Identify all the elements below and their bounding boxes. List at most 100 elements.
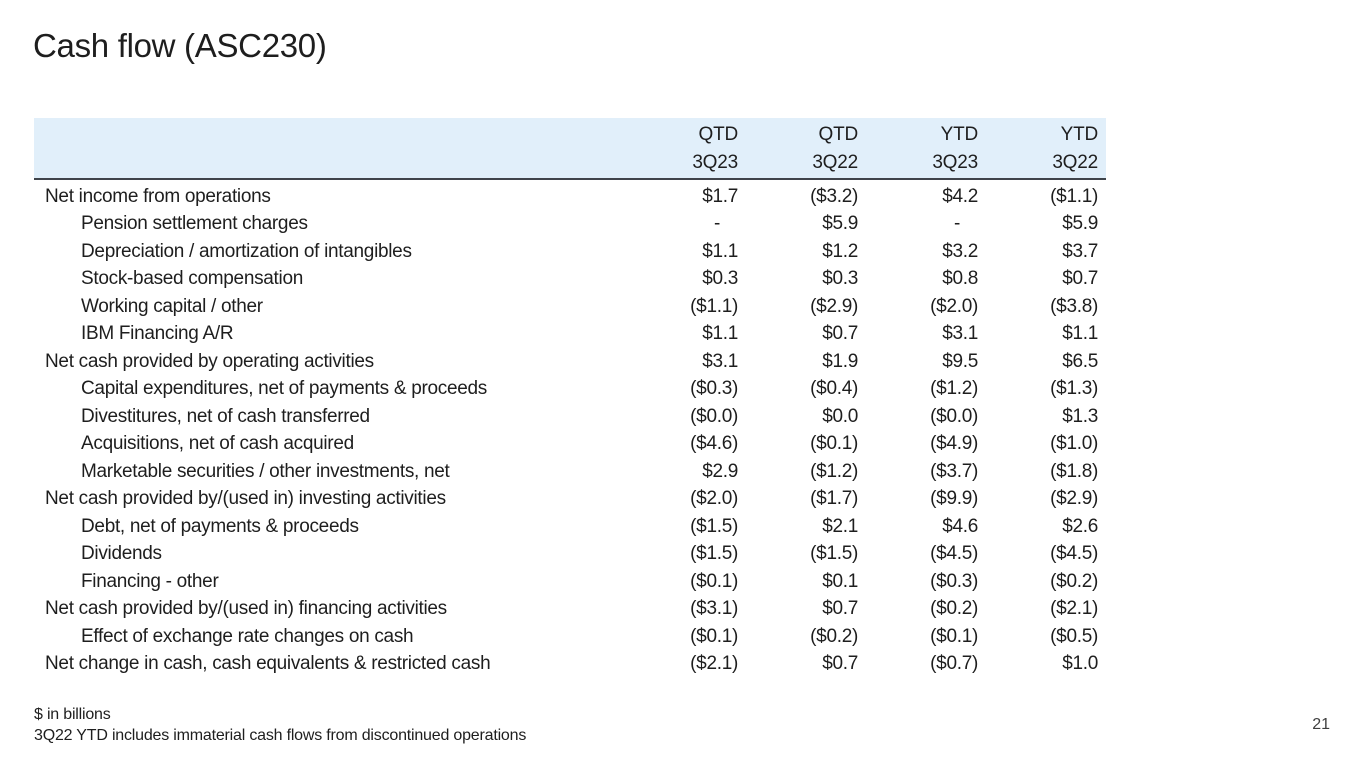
table-row: Net cash provided by/(used in) financing… [34,596,1106,624]
row-value: ($1.7) [810,488,858,510]
row-label: Net cash provided by/(used in) investing… [45,488,446,510]
table-row: Net cash provided by operating activitie… [34,348,1106,376]
table-row: Net cash provided by/(used in) investing… [34,486,1106,514]
row-value: $4.6 [942,515,978,537]
column-header-qtd-3q23: QTD 3Q23 [618,118,738,178]
row-label: IBM Financing A/R [81,323,234,345]
row-value: $0.7 [822,653,858,675]
row-value: $5.9 [822,213,858,235]
row-label: Marketable securities / other investment… [81,460,450,482]
row-value: ($0.2) [1050,570,1098,592]
row-value: ($1.0) [1050,433,1098,455]
row-value: ($0.2) [810,625,858,647]
table-row: Marketable securities / other investment… [34,458,1106,486]
row-label: Divestitures, net of cash transferred [81,405,370,427]
row-label: Financing - other [81,570,219,592]
row-value: ($4.5) [1050,543,1098,565]
row-value: ($9.9) [930,488,978,510]
table-row: Acquisitions, net of cash acquired ($4.6)… [34,431,1106,459]
row-value: $1.2 [822,240,858,262]
row-value: $1.7 [702,185,738,207]
row-value: ($0.3) [690,378,738,400]
row-value: ($1.2) [810,460,858,482]
page-title: Cash flow (ASC230) [33,27,327,64]
row-value: ($4.6) [690,433,738,455]
row-label: Pension settlement charges [81,213,308,235]
row-value: $3.2 [942,240,978,262]
row-label: Stock-based compensation [81,268,303,290]
column-period-label: YTD [940,124,979,145]
table-row: Net change in cash, cash equivalents & r… [34,651,1106,679]
row-value: $0.3 [702,268,738,290]
table-row: Net income from operations $1.7 ($3.2) $4.2… [34,183,1106,211]
row-value: $3.1 [702,350,738,372]
column-quarter-label: 3Q22 [1052,152,1098,173]
row-value: $1.1 [702,323,738,345]
row-label: Net cash provided by operating activitie… [45,350,374,372]
row-label: Acquisitions, net of cash acquired [81,433,354,455]
row-value: $3.7 [1062,240,1098,262]
row-value: ($0.3) [930,570,978,592]
row-value: ($1.5) [810,543,858,565]
row-label: Dividends [81,543,162,565]
column-period-label: QTD [818,124,858,145]
cash-flow-table: QTD 3Q23 QTD 3Q22 YTD 3Q23 YTD 3Q22 Net income … [34,118,1106,678]
row-value: $2.6 [1062,515,1098,537]
row-value: $5.9 [1062,213,1098,235]
footnotes: $ in billions 3Q22 YTD includes immateri… [34,705,526,746]
row-value: ($0.1) [690,570,738,592]
row-label: Capital expenditures, net of payments & … [81,378,487,400]
row-value: ($3.2) [810,185,858,207]
table-row: IBM Financing A/R $1.1 $0.7 $3.1 $1.1 [34,321,1106,349]
row-value: $0.7 [1062,268,1098,290]
table-row: Debt, net of payments & proceeds ($1.5) $2… [34,513,1106,541]
row-value: $6.5 [1062,350,1098,372]
header-empty-cell [45,118,618,178]
row-value: ($4.5) [930,543,978,565]
row-value: ($0.5) [1050,625,1098,647]
row-value: $2.1 [822,515,858,537]
row-value: ($2.1) [1050,598,1098,620]
table-row: Divestitures, net of cash transferred ($0… [34,403,1106,431]
row-value: $1.3 [1062,405,1098,427]
row-value: $9.5 [942,350,978,372]
row-value: ($1.1) [690,295,738,317]
column-quarter-label: 3Q23 [932,152,978,173]
column-header-ytd-3q23: YTD 3Q23 [858,118,978,178]
row-label: Working capital / other [81,295,263,317]
table-header-row: QTD 3Q23 QTD 3Q22 YTD 3Q23 YTD 3Q22 [34,118,1106,180]
row-value: ($1.5) [690,515,738,537]
row-label: Depreciation / amortization of intangibl… [81,240,412,262]
row-label: Net cash provided by/(used in) financing… [45,598,447,620]
row-value: ($0.1) [810,433,858,455]
row-value: ($3.7) [930,460,978,482]
row-value: ($0.4) [810,378,858,400]
row-value: $0.3 [822,268,858,290]
row-label: Net change in cash, cash equivalents & r… [45,653,491,675]
row-value: ($2.1) [690,653,738,675]
row-value: $1.0 [1062,653,1098,675]
row-value: $1.9 [822,350,858,372]
row-value: ($1.5) [690,543,738,565]
column-quarter-label: 3Q22 [812,152,858,173]
table-row: Dividends ($1.5) ($1.5) ($4.5) ($4.5) [34,541,1106,569]
table-row: Stock-based compensation $0.3 $0.3 $0.8 $0.7 [34,266,1106,294]
row-value: ($4.9) [930,433,978,455]
page-number: 21 [1312,716,1330,733]
row-label: Effect of exchange rate changes on cash [81,625,414,647]
row-value: ($1.3) [1050,378,1098,400]
column-header-qtd-3q22: QTD 3Q22 [738,118,858,178]
column-period-label: QTD [698,124,738,145]
footnote-units: $ in billions [34,706,111,723]
row-value: ($0.1) [930,625,978,647]
row-value: ($3.1) [690,598,738,620]
footnote-note: 3Q22 YTD includes immaterial cash flows … [34,726,527,744]
row-label: Net income from operations [45,185,271,207]
row-value: ($0.0) [930,405,978,427]
row-value: $1.1 [1062,323,1098,345]
table-row: Working capital / other ($1.1) ($2.9) ($2.0… [34,293,1106,321]
row-value: $4.2 [942,185,978,207]
row-value: $2.9 [702,460,738,482]
row-value: $0.7 [822,598,858,620]
